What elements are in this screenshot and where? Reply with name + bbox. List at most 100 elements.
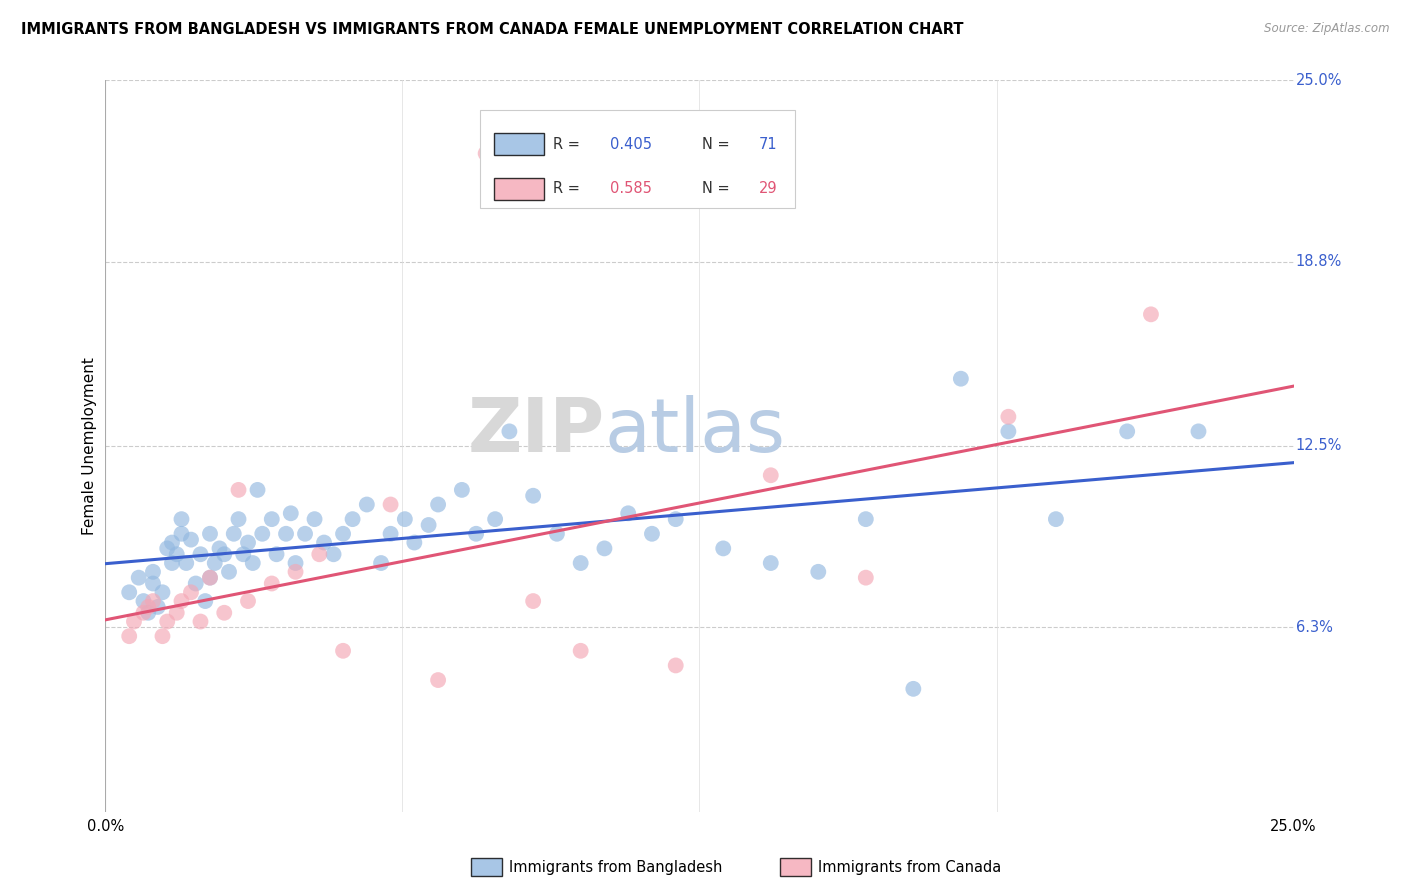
Point <box>855 571 877 585</box>
Point <box>280 506 302 520</box>
Point <box>1045 512 1067 526</box>
Point <box>142 576 165 591</box>
Point <box>1187 425 1209 439</box>
Point <box>132 606 155 620</box>
Point <box>759 556 782 570</box>
FancyBboxPatch shape <box>479 110 794 209</box>
Point <box>232 547 254 561</box>
Point <box>166 606 188 620</box>
Point <box>284 565 307 579</box>
Point <box>170 526 193 541</box>
FancyBboxPatch shape <box>494 178 544 200</box>
Text: 71: 71 <box>759 136 778 152</box>
Point <box>266 547 288 561</box>
Point <box>404 535 426 549</box>
FancyBboxPatch shape <box>494 133 544 155</box>
Point <box>356 498 378 512</box>
Point <box>546 526 568 541</box>
Point <box>170 512 193 526</box>
Text: 18.8%: 18.8% <box>1296 254 1343 269</box>
Point <box>569 644 592 658</box>
Point <box>160 535 183 549</box>
Text: ZIP: ZIP <box>467 395 605 468</box>
Point <box>252 526 274 541</box>
Point <box>274 526 297 541</box>
Point <box>174 556 197 570</box>
Point <box>222 526 245 541</box>
Point <box>807 565 830 579</box>
Point <box>214 547 236 561</box>
Point <box>665 512 688 526</box>
Point <box>146 599 169 614</box>
Point <box>759 468 782 483</box>
Text: Immigrants from Bangladesh: Immigrants from Bangladesh <box>509 860 723 874</box>
Point <box>380 498 402 512</box>
Point <box>569 556 592 570</box>
Point <box>198 526 221 541</box>
Point <box>522 489 544 503</box>
Point <box>118 629 141 643</box>
Point <box>160 556 183 570</box>
Point <box>180 585 202 599</box>
Point <box>204 556 226 570</box>
Point <box>190 547 212 561</box>
Point <box>180 533 202 547</box>
Point <box>132 594 155 608</box>
Point <box>522 594 544 608</box>
Point <box>156 541 179 556</box>
Point <box>332 644 354 658</box>
Point <box>246 483 269 497</box>
Point <box>418 518 440 533</box>
Point <box>427 673 450 687</box>
Point <box>170 594 193 608</box>
Point <box>304 512 326 526</box>
Point <box>903 681 925 696</box>
Point <box>370 556 392 570</box>
Text: 12.5%: 12.5% <box>1296 439 1343 453</box>
Point <box>260 512 283 526</box>
Point <box>474 146 496 161</box>
Point <box>142 565 165 579</box>
Point <box>194 594 217 608</box>
Point <box>284 556 307 570</box>
Point <box>342 512 364 526</box>
Point <box>142 594 165 608</box>
Point <box>228 483 250 497</box>
Point <box>214 606 236 620</box>
Point <box>312 535 335 549</box>
Point <box>949 372 972 386</box>
Point <box>427 498 450 512</box>
Point <box>260 576 283 591</box>
Point <box>332 526 354 541</box>
Text: Immigrants from Canada: Immigrants from Canada <box>818 860 1001 874</box>
Text: atlas: atlas <box>605 395 786 468</box>
Point <box>228 512 250 526</box>
Point <box>997 425 1019 439</box>
Point <box>242 556 264 570</box>
Y-axis label: Female Unemployment: Female Unemployment <box>82 357 97 535</box>
Text: N =: N = <box>702 136 734 152</box>
Point <box>136 606 159 620</box>
Point <box>122 615 145 629</box>
Point <box>997 409 1019 424</box>
Point <box>394 512 416 526</box>
Point <box>218 565 240 579</box>
Point <box>641 526 664 541</box>
Text: R =: R = <box>554 181 585 196</box>
Text: 0.585: 0.585 <box>610 181 652 196</box>
Text: 25.0%: 25.0% <box>1296 73 1343 87</box>
Point <box>236 594 259 608</box>
Point <box>1116 425 1139 439</box>
Point <box>593 541 616 556</box>
Text: Source: ZipAtlas.com: Source: ZipAtlas.com <box>1264 22 1389 36</box>
Point <box>156 615 179 629</box>
Point <box>152 629 174 643</box>
Text: N =: N = <box>702 181 734 196</box>
Text: 0.405: 0.405 <box>610 136 652 152</box>
Point <box>294 526 316 541</box>
Point <box>308 547 330 561</box>
Point <box>136 599 159 614</box>
Point <box>198 571 221 585</box>
Point <box>118 585 141 599</box>
Point <box>166 547 188 561</box>
